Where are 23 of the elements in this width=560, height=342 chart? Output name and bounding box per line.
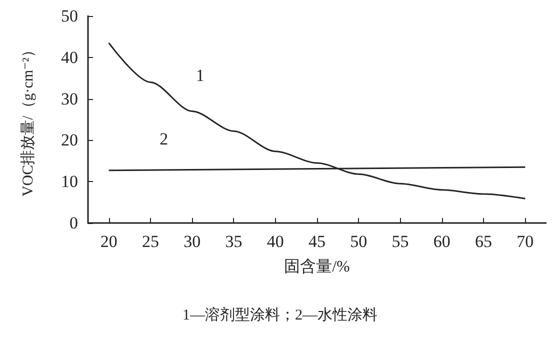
series-label: 1: [196, 66, 204, 86]
x-tick-label: 55: [392, 232, 409, 251]
x-tick-label: 30: [184, 232, 201, 251]
series-label: 2: [160, 129, 168, 148]
y-tick-label: 20: [61, 130, 78, 150]
y-axis-title: VOC排放量/（g·cm⁻²）: [20, 42, 36, 197]
x-tick-label: 60: [433, 232, 450, 251]
x-tick-label: 65: [475, 232, 492, 251]
x-tick-label: 70: [516, 232, 534, 251]
x-tick-label: 50: [350, 232, 368, 251]
y-tick-label: 0: [70, 214, 78, 232]
x-tick-label: 35: [225, 232, 242, 251]
y-tick-label: 50: [61, 6, 78, 26]
x-tick-label: 45: [308, 232, 326, 251]
y-tick-label: 30: [61, 89, 78, 108]
x-tick-label: 20: [100, 232, 118, 251]
x-axis-title: 固含量/%: [284, 258, 350, 276]
x-tick-label: 25: [142, 232, 159, 251]
y-tick-label: 40: [61, 48, 78, 67]
x-tick-label: 40: [266, 232, 284, 251]
y-tick-label: 10: [61, 172, 78, 192]
line-series: [108, 42, 526, 200]
text: 1—溶剂型涂料；2—水性涂料: [182, 306, 378, 324]
